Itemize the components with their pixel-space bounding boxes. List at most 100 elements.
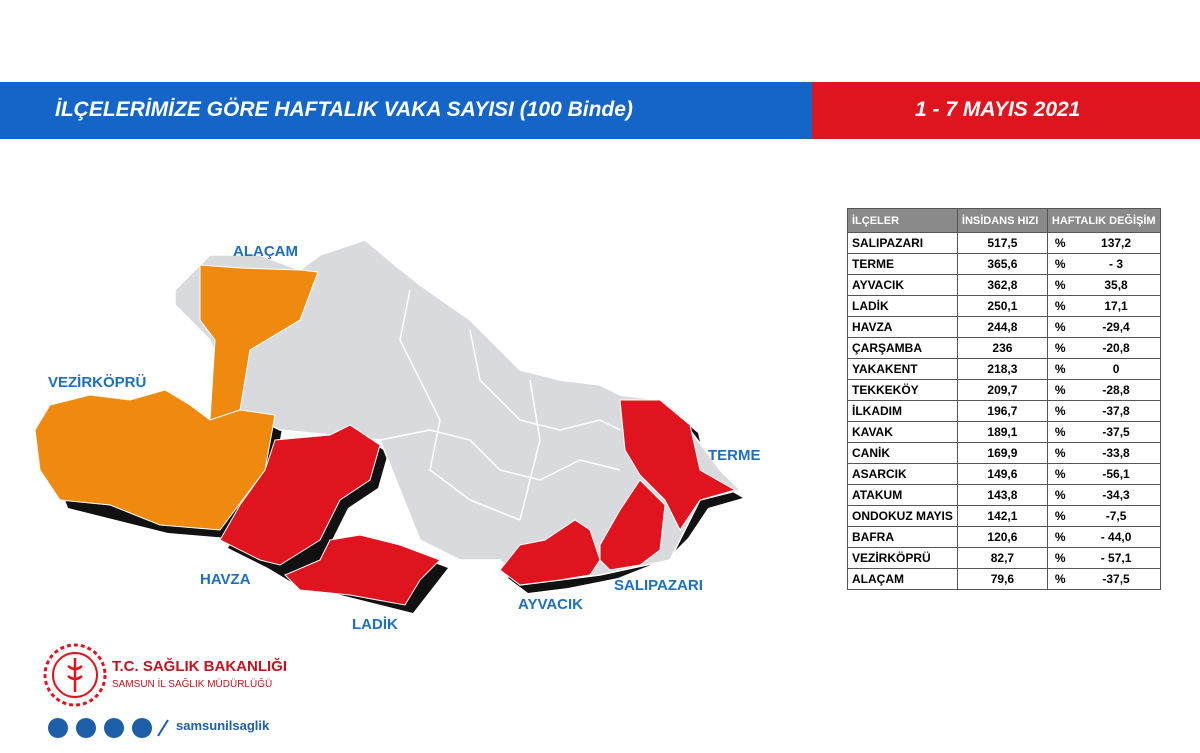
column-header: HAFTALIK DEĞİŞİM [1046, 208, 1161, 233]
table-cell: 218,3 [956, 358, 1048, 380]
table-cell: SALIPAZARI [847, 232, 958, 254]
table-row: CANİK 169,9% -33,8 [847, 442, 1161, 464]
table: İLÇELER İNSİDANS HIZI HAFTALIK DEĞİŞİM S… [847, 208, 1161, 590]
table-cell: % [1046, 484, 1073, 506]
header-date: 1 - 7 MAYIS 2021 [915, 98, 1081, 121]
table-cell: 244,8 [956, 316, 1048, 338]
table-row: VEZİRKÖPRÜ 82,7% - 57,1 [847, 547, 1161, 569]
table-cell: 169,9 [956, 442, 1048, 464]
district-alacam [199, 264, 319, 421]
table-cell: -56,1 [1072, 463, 1161, 485]
table-row: LADİK 250,1% 17,1 [847, 295, 1161, 317]
table-cell: % [1046, 295, 1073, 317]
table-cell: YAKAKENT [847, 358, 958, 380]
table-cell: 365,6 [956, 253, 1048, 275]
district-terme [619, 399, 737, 531]
table-cell: AYVACIK [847, 274, 958, 296]
table-row: ONDOKUZ MAYIS 142,1% -7,5 [847, 505, 1161, 527]
map-label: AYVACIK [518, 596, 583, 613]
table-cell: İLKADIM [847, 400, 958, 422]
district-vezirkopru [34, 389, 276, 531]
table-cell: % [1046, 505, 1073, 527]
map-label: LADİK [352, 616, 398, 633]
header-bar-blue [0, 82, 812, 139]
table-cell: LADİK [847, 295, 958, 317]
table-cell: - 57,1 [1072, 547, 1161, 569]
table-cell: 143,8 [956, 484, 1048, 506]
table-cell: % [1046, 253, 1073, 275]
table-row: ATAKUM 143,8% -34,3 [847, 484, 1161, 506]
table-cell: 149,6 [956, 463, 1048, 485]
table-cell: % [1046, 463, 1073, 485]
table-row: TEKKEKÖY 209,7% -28,8 [847, 379, 1161, 401]
map-label: ALAÇAM [233, 243, 298, 260]
table-cell: -37,5 [1072, 421, 1161, 443]
table-cell: 137,2 [1072, 232, 1161, 254]
table-cell: 79,6 [956, 568, 1048, 590]
table-cell: % [1046, 442, 1073, 464]
table-cell: 142,1 [956, 505, 1048, 527]
table-cell: % [1046, 358, 1073, 380]
table-cell: 362,8 [956, 274, 1048, 296]
column-header: İNSİDANS HIZI [956, 208, 1048, 233]
table-cell: ATAKUM [847, 484, 958, 506]
table-cell: -28,8 [1072, 379, 1161, 401]
table-cell: % [1046, 337, 1073, 359]
table-cell: ALAÇAM [847, 568, 958, 590]
table-cell: -29,4 [1072, 316, 1161, 338]
table-cell: 17,1 [1072, 295, 1161, 317]
table-cell: CANİK [847, 442, 958, 464]
column-header: İLÇELER [847, 208, 958, 233]
table-row: ÇARŞAMBA 236% -20,8 [847, 337, 1161, 359]
district-borders [379, 289, 621, 521]
logo [43, 643, 107, 707]
table-row: ASARCIK 149,6% -56,1 [847, 463, 1161, 485]
table-cell: % [1046, 526, 1073, 548]
district-havza [219, 424, 381, 566]
district-ladik [284, 534, 441, 606]
map-label: SALIPAZARI [614, 577, 703, 594]
district-ayvacik [499, 519, 601, 586]
table-cell: -33,8 [1072, 442, 1161, 464]
table-cell: % [1046, 400, 1073, 422]
table-cell: 82,7 [956, 547, 1048, 569]
table-row: YAKAKENT 218,3% 0 [847, 358, 1161, 380]
table-cell: - 3 [1072, 253, 1161, 275]
table-cell: -37,8 [1072, 400, 1161, 422]
table-cell: % [1046, 421, 1073, 443]
table-row: AYVACIK 362,8% 35,8 [847, 274, 1161, 296]
table-cell: -7,5 [1072, 505, 1161, 527]
table-cell: ÇARŞAMBA [847, 337, 958, 359]
table-cell: -20,8 [1072, 337, 1161, 359]
footer-handle[interactable]: samsunilsaglik [176, 718, 270, 733]
table-cell: ASARCIK [847, 463, 958, 485]
footer-org: T.C. SAĞLIK BAKANLIĞI [112, 658, 287, 675]
table-row: İLKADIM 196,7% -37,8 [847, 400, 1161, 422]
table-cell: -37,5 [1072, 568, 1161, 590]
table-row: BAFRA 120,6% - 44,0 [847, 526, 1161, 548]
district-salipazari [599, 479, 666, 571]
table-cell: - 44,0 [1072, 526, 1161, 548]
table-cell: 209,7 [956, 379, 1048, 401]
table-cell: 120,6 [956, 526, 1048, 548]
map-label: TERME [708, 447, 761, 464]
table-cell: -34,3 [1072, 484, 1161, 506]
table-row: HAVZA 244,8% -29,4 [847, 316, 1161, 338]
table-cell: % [1046, 379, 1073, 401]
map-label: VEZİRKÖPRÜ [48, 374, 146, 391]
table-cell: % [1046, 316, 1073, 338]
footer-suborg: SAMSUN İL SAĞLIK MÜDÜRLÜĞÜ [112, 679, 273, 690]
table-cell: 517,5 [956, 232, 1048, 254]
social-icons [48, 718, 169, 738]
table-body: SALIPAZARI 517,5% 137,2 TERME 365,6% - 3 AYVAC… [847, 232, 1161, 590]
table-cell: % [1046, 274, 1073, 296]
table-cell: KAVAK [847, 421, 958, 443]
table-row: SALIPAZARI 517,5% 137,2 [847, 232, 1161, 254]
table-cell: 189,1 [956, 421, 1048, 443]
map-label: HAVZA [200, 571, 251, 588]
table-cell: 0 [1072, 358, 1161, 380]
header-title: İLÇELERİMİZE GÖRE HAFTALIK VAKA SAYISI (… [55, 98, 633, 121]
table-header: İLÇELER İNSİDANS HIZI HAFTALIK DEĞİŞİM [847, 208, 1161, 233]
table-row: KAVAK 189,1% -37,5 [847, 421, 1161, 443]
